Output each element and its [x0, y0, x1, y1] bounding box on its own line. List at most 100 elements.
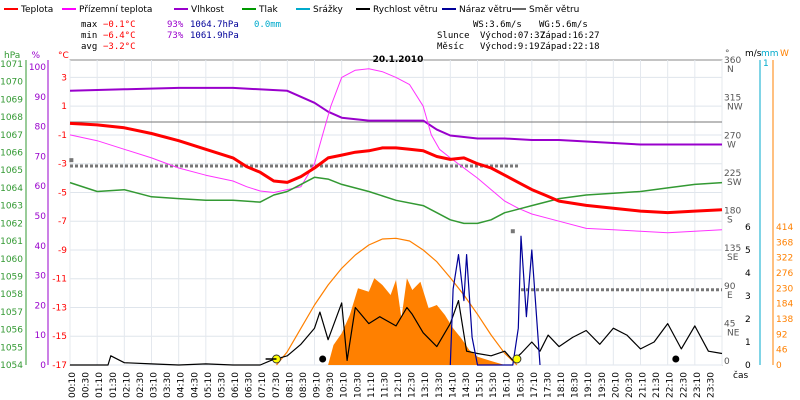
tick-label-dir-compass: SW [727, 178, 742, 188]
tick-label-time: 11:30 [380, 372, 390, 398]
tick-label-hpa: 1060 [0, 255, 23, 265]
stat-label: max [81, 20, 98, 30]
tick-label-time: 10:10 [340, 372, 350, 398]
tick-label-dir-compass: E [727, 291, 733, 301]
tick-label-hpa: 1066 [0, 149, 23, 159]
solar-curve [276, 237, 518, 366]
legend-label: Vlhkost [191, 5, 224, 15]
tick-label-time: 00:10 [68, 372, 78, 398]
tick-label-time: 18:30 [571, 372, 581, 398]
tick-label-temp: -1 [58, 131, 67, 141]
tick-label-pct: 20 [35, 301, 47, 311]
axis-unit-wm2: W [780, 49, 789, 59]
stat-humidity: 73% [167, 31, 184, 41]
tick-label-temp: -15 [52, 332, 67, 342]
tick-label-hpa: 1071 [0, 60, 23, 70]
tick-label-dir: 90 [724, 282, 736, 292]
tick-label-time: 03:30 [163, 372, 173, 398]
moon-marker [672, 355, 680, 363]
tick-label-time: 15:10 [476, 372, 486, 398]
moon-label: Měsíc [437, 42, 464, 52]
tick-label-time: 17:30 [543, 372, 553, 398]
wind-dir-point [69, 158, 74, 163]
tick-label-time: 11:10 [367, 372, 377, 398]
tick-label-hpa: 1070 [0, 78, 23, 88]
tick-label-wm2: 230 [776, 284, 793, 294]
tick-label-hpa: 1055 [0, 343, 23, 353]
tick-label-temp: -17 [52, 361, 67, 371]
tick-label-pct: 80 [35, 123, 47, 133]
tick-label-time: 13:30 [435, 372, 445, 398]
legend-label: Směr větru [529, 5, 579, 15]
wind-dir-point [510, 229, 515, 234]
axis-unit-dir: ° [725, 49, 730, 59]
legend-label: Rychlost větru [373, 5, 438, 15]
tick-label-time: 21:10 [639, 372, 649, 398]
tick-label-temp: -7 [58, 217, 67, 227]
tick-label-time: 19:10 [584, 372, 594, 398]
stat-temp: −3.2°C [103, 42, 136, 52]
temperature-line [69, 121, 723, 215]
humidity-line [69, 86, 722, 146]
tick-label-dir: 45 [724, 319, 735, 329]
tick-label-temp: 1 [61, 102, 67, 112]
moon-set: Západ:22:18 [540, 42, 600, 52]
tick-label-time: 22:10 [666, 372, 676, 398]
tick-label-time: 05:30 [217, 372, 227, 398]
sun-label: Slunce [437, 31, 470, 41]
tick-label-hpa: 1063 [0, 202, 23, 212]
tick-label-dir: 0 [724, 357, 730, 367]
tick-label-temp: 3 [61, 73, 67, 83]
tick-label-time: 20:30 [625, 372, 635, 398]
tick-label-wm2: 322 [776, 254, 793, 264]
tick-label-pct: 100 [29, 63, 46, 73]
tick-label-wm2: 184 [776, 300, 793, 310]
tick-label-dir-compass: NE [727, 328, 740, 338]
tick-label-time: 23:30 [706, 372, 716, 398]
tick-label-time: 16:30 [516, 372, 526, 398]
tick-label-time: 14:10 [448, 372, 458, 398]
tick-label-time: 02:30 [136, 372, 146, 398]
tick-label-wm2: 414 [776, 223, 793, 233]
tick-label-time: 23:10 [693, 372, 703, 398]
tick-label-dir-compass: SE [727, 253, 739, 263]
tick-label-dir-compass: N [727, 65, 734, 75]
tick-label-temp: -13 [52, 303, 67, 313]
axis-unit-temp: °C [58, 51, 69, 61]
tick-label-time: 07:10 [258, 372, 268, 398]
tick-label-dir: 360 [724, 56, 741, 66]
tick-label-temp: -3 [58, 160, 67, 170]
tick-label-dir-compass: W [727, 140, 736, 150]
tick-label-pct: 90 [35, 93, 47, 103]
tick-label-hpa: 1064 [0, 184, 23, 194]
tick-label-time: 09:10 [313, 372, 323, 398]
tick-label-wm2: 46 [776, 346, 788, 356]
stat-ws: WS:3.6m/s [473, 20, 522, 30]
tick-label-time: 01:10 [95, 372, 105, 398]
stat-label: min [81, 31, 97, 41]
tick-label-time: 13:10 [421, 372, 431, 398]
tick-label-ms: 2 [745, 315, 751, 325]
tick-label-dir-compass: NW [727, 103, 743, 113]
tick-label-time: 22:30 [679, 372, 689, 398]
tick-label-dir: 270 [724, 131, 741, 141]
tick-label-hpa: 1065 [0, 166, 23, 176]
tick-label-wm2: 0 [776, 361, 782, 371]
tick-label-hpa: 1067 [0, 131, 23, 141]
axis-unit-ms: m/s [745, 49, 762, 59]
axis-unit-hpa: hPa [4, 51, 20, 61]
tick-label-dir: 315 [724, 94, 741, 104]
tick-label-time: 08:30 [299, 372, 309, 398]
tick-label-hpa: 1069 [0, 95, 23, 105]
tick-label-ms: 4 [745, 269, 751, 279]
tick-label-dir: 180 [724, 207, 741, 217]
stat-label: avg [81, 42, 97, 52]
legend-label: Teplota [20, 5, 53, 15]
tick-label-time: 19:30 [598, 372, 608, 398]
tick-label-time: 15:30 [489, 372, 499, 398]
sun-set: Západ:16:27 [540, 31, 600, 41]
tick-label-ms: 1 [745, 338, 751, 348]
tick-label-wm2: 138 [776, 315, 793, 325]
tick-label-time: 08:10 [285, 372, 295, 398]
